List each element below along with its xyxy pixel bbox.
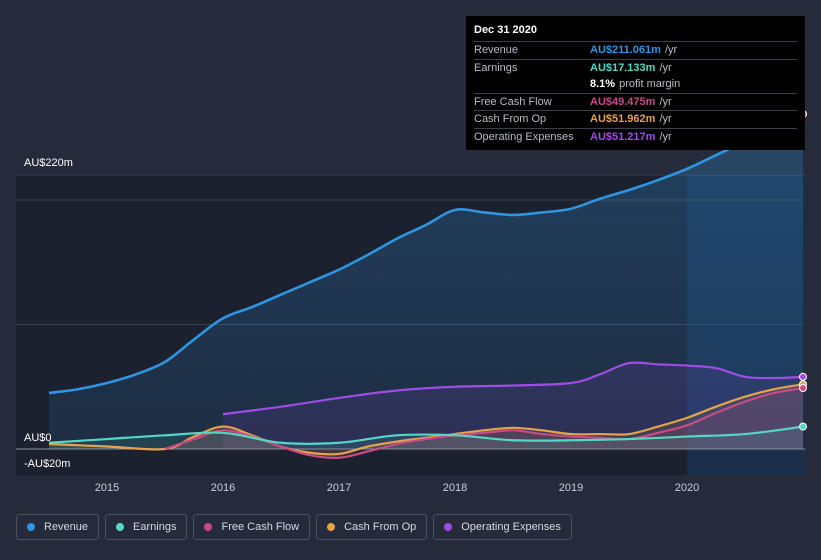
tooltip-row-value: 8.1%: [590, 78, 616, 90]
legend-item-earnings[interactable]: Earnings: [105, 514, 188, 540]
legend-item-revenue[interactable]: Revenue: [16, 514, 100, 540]
x-tick-label: 2020: [675, 482, 699, 494]
legend-label: Earnings: [133, 521, 177, 533]
tooltip-row-name: Free Cash Flow: [474, 95, 552, 108]
tooltip-row: Operating Expenses AU$51.217m/yr: [474, 127, 797, 146]
free-cash-flow-line: [164, 386, 804, 459]
tooltip-row-value: AU$51.217m: [590, 130, 656, 143]
legend-label: Cash From Op: [344, 521, 417, 533]
tooltip-row-unit: /yr: [664, 44, 678, 56]
data-tooltip: Dec 31 2020 Revenue AU$211.061m/yr Earning…: [466, 16, 805, 150]
tooltip-row-name: Cash From Op: [474, 113, 547, 125]
tooltip-row-unit: /yr: [659, 130, 672, 143]
x-tick-label: 2019: [559, 482, 583, 494]
tooltip-row-name: Operating Expenses: [474, 130, 574, 143]
tooltip-row-value: AU$211.061m: [590, 44, 661, 56]
tooltip-row: Earnings AU$17.133m/yr: [474, 58, 797, 77]
free-cash-flow-area: [165, 387, 803, 458]
revenue-area: [49, 114, 803, 449]
legend-item-operating-expenses[interactable]: Operating Expenses: [433, 514, 572, 540]
tooltip-date: Dec 31 2020: [474, 24, 537, 36]
legend-label: Revenue: [44, 521, 89, 533]
cash-from-op-line: [48, 383, 804, 456]
tooltip-row-unit: /yr: [659, 61, 672, 74]
free-cash-flow-end-point: [799, 383, 807, 392]
tooltip-row-unit: /yr: [659, 95, 672, 108]
tooltip-row: 8.1% profit margin: [474, 76, 797, 93]
tooltip-row: Revenue AU$211.061m/yr: [474, 41, 797, 59]
legend-dot-icon: [204, 523, 213, 531]
legend-label: Free Cash Flow: [221, 521, 300, 533]
legend-dot-icon: [327, 523, 336, 531]
legend-item-cash-from-op[interactable]: Cash From Op: [316, 514, 428, 540]
chart-canvas: AU$220m AU$0 -AU$20m 2015 2016 2017 2018 201…: [16, 110, 807, 494]
legend-dot-icon: [116, 523, 125, 531]
earnings-line: [48, 425, 804, 445]
tooltip-row-value: AU$51.962m: [590, 113, 656, 125]
tooltip-row-value: AU$49.475m: [590, 95, 656, 108]
x-tick-label: 2017: [327, 482, 351, 494]
tooltip-row-name: Earnings: [474, 61, 518, 74]
y-axis-zero-label: AU$0: [24, 432, 52, 444]
cash-from-op-area: [49, 384, 803, 455]
legend-dot-icon: [444, 523, 453, 531]
tooltip-row-name: Revenue: [474, 44, 519, 56]
tooltip-row: Free Cash Flow AU$49.475m/yr: [474, 92, 797, 111]
chart-legend: Revenue Earnings Free Cash Flow Cash From O…: [16, 514, 572, 542]
x-tick-label: 2015: [95, 482, 119, 494]
tooltip-row-unit: profit margin: [619, 78, 681, 90]
revenue-line: [48, 112, 804, 395]
y-axis-bottom-label: -AU$20m: [24, 458, 70, 470]
x-tick-label: 2016: [211, 482, 235, 494]
tooltip-row-value: AU$17.133m: [590, 61, 656, 74]
tooltip-row: Cash From Op AU$51.962m/yr: [474, 110, 797, 128]
operating-expenses-line: [222, 361, 804, 416]
earnings-end-point: [799, 422, 807, 431]
x-tick-label: 2018: [443, 482, 467, 494]
tooltip-row-unit: /yr: [659, 113, 672, 125]
legend-item-free-cash-flow[interactable]: Free Cash Flow: [193, 514, 311, 540]
y-axis-top-label: AU$220m: [24, 157, 73, 169]
legend-dot-icon: [27, 523, 35, 531]
tooltip-row-name: [474, 76, 590, 93]
legend-label: Operating Expenses: [461, 521, 561, 533]
operating-expenses-end-point: [799, 372, 807, 381]
